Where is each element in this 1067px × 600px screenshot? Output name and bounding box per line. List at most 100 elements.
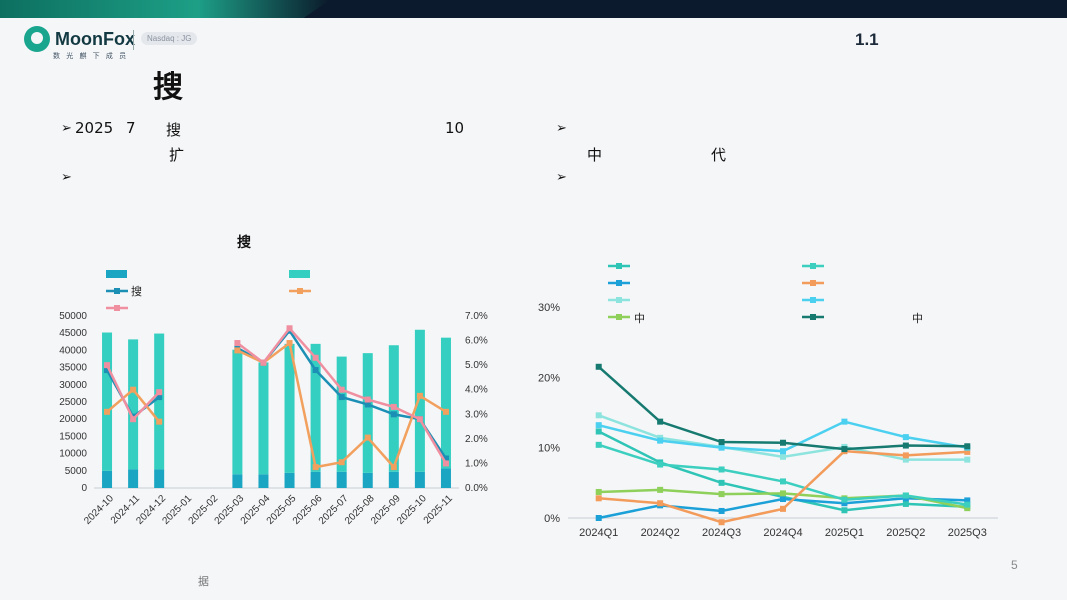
series-point [964,443,971,450]
x-tick-label: 2025Q3 [948,527,987,539]
series-point [902,442,909,449]
y-tick-label: 45000 [59,328,87,339]
bar-segment-top [336,356,347,472]
series-point [130,386,137,393]
legend-marker [114,305,120,311]
bar-segment-top [102,332,113,471]
y2-tick-label: 6.0% [465,336,488,347]
series-point [841,500,848,507]
y2-tick-label: 7.0% [465,311,488,322]
series-point [964,505,971,512]
bar-segment-base [232,474,243,488]
legend-marker [810,280,816,286]
bar-segment-base [258,474,269,488]
series-point [657,486,664,493]
legend-marker [616,263,622,269]
series-point [234,340,241,347]
series-point [902,456,909,463]
legend-marker [810,297,816,303]
series-point [964,456,971,463]
y-tick-label: 0% [544,513,560,525]
bar-segment-base [284,472,295,488]
series-point [364,396,371,403]
page-title: 搜 [153,70,183,105]
series-point [718,439,725,446]
legend-marker [616,280,622,286]
series-point [657,461,664,468]
series-point [130,416,137,423]
series-point [312,367,319,374]
brand-name: MoonFox [55,28,135,49]
y2-tick-label: 2.0% [465,434,488,445]
bar-segment-base [336,471,347,488]
series-point [286,340,293,347]
series-point [780,439,786,446]
series-point [718,507,725,514]
left-chart-title: 搜 [237,235,251,251]
bar-segment-top [128,339,139,470]
series-point [595,428,602,435]
series-point [595,515,602,521]
right-chart: 0% 10% 20% 30% 2024Q1 2024Q2 2024Q3 2024Q4 2025Q… [538,263,998,539]
y2-tick-label: 4.0% [465,385,488,396]
x-tick-label: 2024Q2 [641,527,680,539]
y-tick-label: 35000 [59,363,87,374]
logo: MoonFox [24,26,135,52]
series-point [234,347,241,354]
series-point [718,491,725,498]
bullet-arrow-icon: ➢ [61,170,72,185]
y-tick-label: 0 [81,483,87,494]
bar-segment-top [258,362,269,475]
series-point [902,452,909,459]
series-point [718,479,725,486]
bar-segment-base [154,469,165,488]
legend-marker [114,288,120,294]
bar-segment-base [362,472,373,488]
legend-label: 中 [634,312,645,325]
bullet-char: 代 [711,146,727,164]
x-tick-label: 2024Q4 [763,527,802,539]
series-point [156,389,163,396]
legend-marker [297,288,303,294]
bullet-arrow-icon: ➢ [556,170,567,185]
series-point [780,505,786,512]
bar-segment-top [440,337,451,469]
bullet-line2: 扩 [169,146,185,164]
series-point [595,495,602,502]
y-tick-label: 25000 [59,397,87,408]
series-point [442,460,449,467]
bar-segment-top [154,333,165,470]
series-point [657,500,664,507]
series-point [902,492,909,499]
y-tick-label: 5000 [65,466,88,477]
top-banner [0,0,1067,18]
series-point [104,408,111,415]
y2-tick-label: 0.0% [465,483,488,494]
y-tick-label: 20% [538,372,560,384]
left-chart: 0 5000 10000 15000 20000 25000 30000 35000 40000… [59,270,488,527]
x-tick-label: 2024Q1 [579,527,618,539]
series-point [416,416,423,423]
y-tick-label: 30000 [59,380,87,391]
series-point [390,464,397,471]
bar-segment-top [362,353,373,473]
legend-label: 搜 [131,284,142,298]
series-point [780,496,786,503]
series-point [312,464,319,471]
series-point [104,367,111,374]
series-point [595,488,602,495]
legend-swatch [106,270,127,278]
y-tick-label: 10000 [59,449,87,460]
series-point [156,394,163,401]
bullet-number: 10 [445,119,465,137]
series-point [595,441,602,448]
legend-marker [616,314,622,320]
series-point [390,411,397,418]
x-tick-label: 2025Q1 [825,527,864,539]
y2-tick-label: 1.0% [465,458,488,469]
bullet-char: 搜 [166,121,182,139]
y-tick-label: 15000 [59,431,87,442]
y-tick-label: 30% [538,302,560,314]
x-tick-label: 2025-11 [422,493,456,527]
legend-marker [810,314,816,320]
